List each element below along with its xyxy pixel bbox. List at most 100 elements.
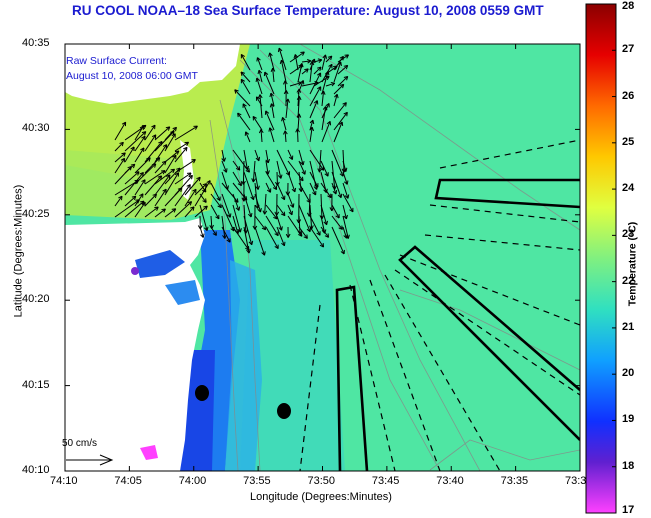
colorbar-tick-label: 18	[622, 459, 635, 472]
current-vector	[134, 125, 144, 141]
current-vector	[174, 125, 198, 141]
current-vector	[254, 149, 260, 161]
current-vector	[144, 175, 162, 196]
current-vector	[243, 226, 250, 254]
current-vector	[242, 160, 245, 185]
current-vector	[333, 102, 347, 119]
colorbar-tick-label: 28	[622, 0, 635, 12]
solid-lane-boundaries	[335, 178, 580, 471]
current-vector	[232, 215, 239, 234]
current-vector	[254, 193, 262, 213]
x-tick-label: 73:50	[307, 475, 336, 487]
current-vector	[243, 171, 255, 200]
current-vector	[144, 170, 166, 185]
current-vector	[124, 195, 137, 207]
current-vector	[144, 141, 163, 163]
current-vector	[232, 204, 241, 233]
annotation-line1: Raw Surface Current:	[66, 55, 167, 67]
current-vector	[269, 127, 275, 143]
current-vector	[232, 193, 240, 211]
current-vector	[154, 168, 175, 185]
current-vector	[221, 204, 235, 232]
current-vector	[287, 171, 296, 193]
colorbar-title: Temperature (°C)	[626, 221, 639, 307]
current-vector	[321, 54, 327, 71]
current-vector	[240, 79, 251, 95]
current-vector	[313, 66, 322, 75]
current-vector	[342, 160, 347, 172]
current-vector	[333, 83, 345, 95]
current-vector	[184, 176, 201, 196]
current-vector	[199, 204, 208, 231]
current-vector	[174, 175, 193, 196]
current-vector	[124, 163, 136, 174]
current-vector	[124, 171, 140, 185]
land-west	[65, 218, 205, 471]
current-vector	[254, 226, 266, 256]
current-vector	[287, 149, 293, 160]
current-vector	[134, 135, 146, 152]
current-vector	[280, 59, 287, 83]
current-vector	[265, 149, 269, 163]
current-vector	[298, 149, 304, 166]
current-vector	[309, 160, 318, 190]
current-vector	[320, 204, 328, 225]
current-vector	[321, 106, 327, 131]
bathymetry-contours	[209, 44, 580, 471]
scale-vector	[66, 454, 114, 466]
current-vector	[243, 193, 252, 218]
colorbar-tick-label: 25	[622, 135, 635, 148]
current-vector	[294, 54, 299, 71]
map-area	[65, 44, 580, 471]
x-tick-label: 74:10	[50, 475, 78, 487]
current-vector	[221, 171, 229, 190]
current-vector	[309, 149, 325, 171]
current-vector	[174, 147, 188, 163]
current-vector	[342, 204, 347, 220]
current-vector	[124, 131, 147, 152]
current-vector	[199, 226, 204, 238]
current-vector	[318, 149, 322, 173]
current-vector	[296, 128, 299, 143]
current-vector	[333, 94, 338, 107]
current-vector	[272, 68, 275, 83]
land-north	[65, 44, 240, 104]
current-vector	[154, 174, 171, 196]
current-vector	[325, 82, 335, 87]
x-tick-label: 73:3	[565, 475, 587, 487]
y-axis-title: Latitude (Degrees:Minutes)	[12, 184, 25, 318]
current-vector	[134, 193, 144, 207]
current-vector	[342, 171, 348, 185]
current-vector	[184, 188, 197, 207]
current-vector	[298, 226, 308, 239]
current-vector	[321, 71, 329, 95]
current-vector	[134, 157, 151, 174]
current-vector	[337, 54, 349, 63]
dashed-shipping-lines	[299, 139, 580, 471]
x-tick-label: 74:00	[178, 475, 207, 487]
current-vector	[298, 215, 301, 235]
current-vector	[309, 119, 314, 131]
current-vector	[124, 200, 145, 218]
current-vector	[154, 160, 167, 174]
current-vector	[270, 92, 275, 107]
current-vector	[134, 202, 146, 218]
current-vector	[232, 226, 250, 251]
current-vector	[309, 127, 313, 143]
colorbar-tick-label: 27	[622, 43, 635, 56]
current-vector	[265, 171, 277, 190]
current-vector	[276, 204, 286, 216]
current-vector	[342, 226, 348, 239]
current-vector	[243, 215, 253, 245]
current-vector	[252, 116, 263, 131]
current-vector	[276, 182, 286, 200]
current-vector	[289, 64, 303, 75]
y-tick-label: 40:15	[22, 378, 50, 391]
current-vector	[174, 201, 192, 218]
y-tick-label: 40:25	[22, 207, 50, 220]
current-vector	[320, 182, 332, 198]
x-tick-label: 73:55	[243, 475, 271, 487]
current-vector	[134, 163, 157, 185]
current-vector	[221, 193, 231, 218]
station-marker	[277, 403, 291, 419]
